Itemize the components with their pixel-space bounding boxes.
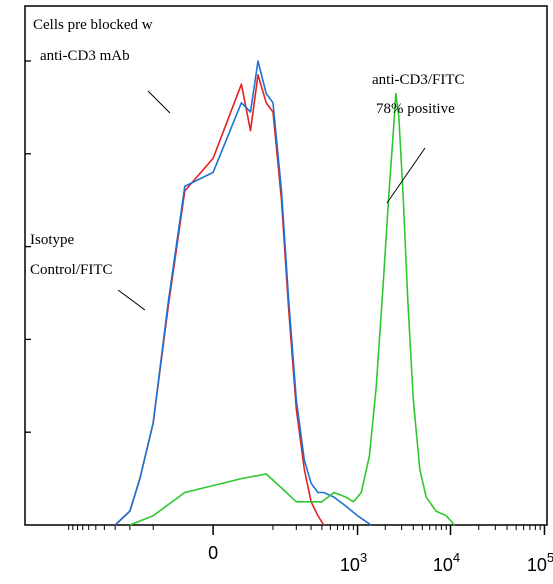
x-tick-label: 0 (208, 543, 218, 563)
annotation-isotype-line2: Control/FITC (30, 262, 113, 278)
series-line-1 (114, 60, 372, 526)
x-axis-ticks: 0 103 104 105 (68, 525, 553, 575)
y-axis-ticks (25, 60, 31, 433)
x-tick-label: 105 (527, 550, 553, 575)
series-layer (114, 60, 456, 526)
annotation-positive-pointer (386, 147, 426, 204)
series-line-2 (129, 92, 456, 526)
annotation-positive-line1: anti-CD3/FITC (372, 72, 465, 88)
x-tick-label: 104 (433, 550, 460, 575)
annotation-blocked-pointer (147, 90, 171, 114)
x-tick-label: 103 (340, 550, 367, 575)
annotations-layer: Cells pre blocked w anti-CD3 mAb anti-CD… (30, 17, 465, 311)
annotation-isotype-pointer (117, 289, 146, 311)
annotation-blocked-line2: anti-CD3 mAb (40, 48, 130, 64)
annotation-isotype-line1: Isotype (30, 232, 75, 248)
annotation-positive-line2: 78% positive (376, 101, 455, 117)
annotation-blocked-line1: Cells pre blocked w (33, 17, 153, 33)
